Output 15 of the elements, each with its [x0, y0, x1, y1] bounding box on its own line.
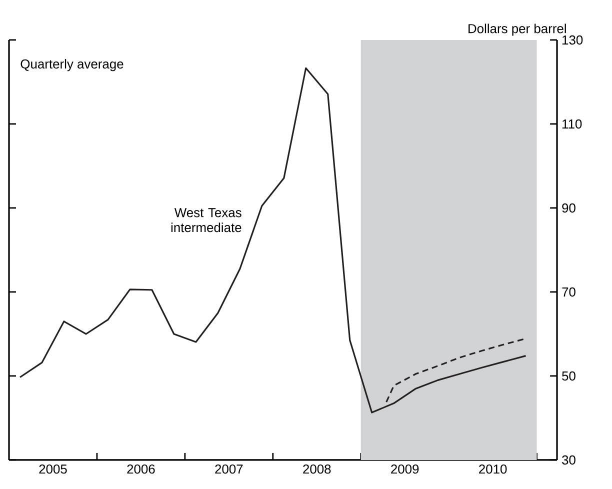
y-tick-label: 50 — [562, 371, 576, 381]
y-tick-label: 70 — [562, 287, 576, 297]
y-tick-label: 110 — [562, 119, 582, 129]
x-tick-label: 2006 — [127, 464, 155, 474]
y-tick-label: 90 — [562, 203, 576, 213]
y-axis-title: Dollars per barrel — [468, 24, 566, 36]
x-tick-label: 2007 — [215, 464, 243, 474]
x-tick-label: 2010 — [479, 464, 507, 474]
x-tick-label: 2005 — [39, 464, 67, 474]
x-tick-label: 2008 — [303, 464, 331, 474]
annotation: West Texas intermediate — [171, 208, 242, 232]
annotation: Quarterly average — [20, 59, 124, 72]
y-tick-label: 30 — [562, 455, 576, 465]
x-tick-label: 2009 — [391, 464, 419, 474]
y-tick-label: 130 — [562, 35, 583, 45]
